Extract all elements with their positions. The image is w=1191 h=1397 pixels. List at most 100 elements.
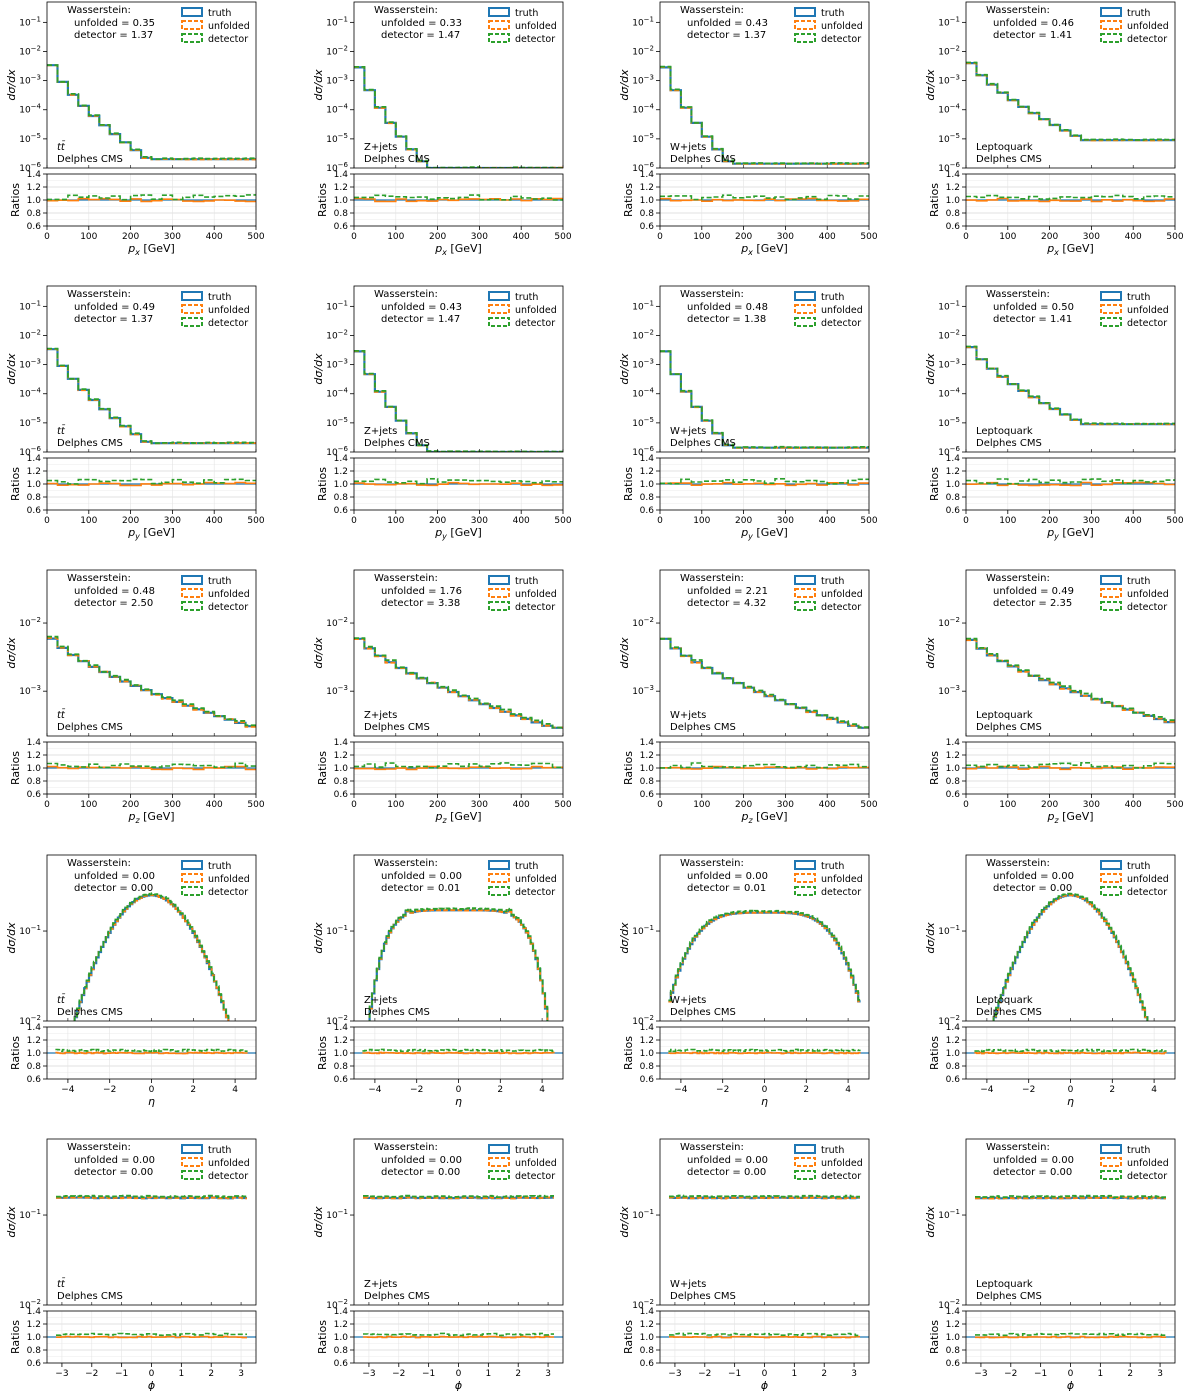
x-tick-label: 0 (456, 1085, 462, 1095)
y-ticks: 10−210−1 (326, 1208, 354, 1311)
legend-swatch-unfolded (794, 304, 816, 314)
x-axis-label: py [GeV] (127, 526, 175, 541)
x-tick-label: −3 (974, 1369, 987, 1379)
main-series (992, 892, 1149, 1021)
x-tick-label: −2 (716, 1085, 729, 1095)
x-tick-label: 0 (657, 800, 663, 810)
legend-label-detector: detector (208, 1171, 248, 1182)
ratio-tick-label: 1.4 (27, 454, 42, 464)
ratio-tick-label: 0.8 (27, 493, 42, 503)
legend-swatch-detector (181, 601, 203, 611)
legend-label-truth: truth (1127, 861, 1150, 872)
ratio-tick-label: 1.2 (640, 1036, 654, 1046)
x-tick-label: 1 (178, 1369, 184, 1379)
main-series (975, 1194, 1166, 1200)
process-name: W+jets (670, 710, 706, 721)
ratio-tick-label: 0.8 (27, 1346, 42, 1356)
x-tick-label: 300 (164, 800, 181, 810)
legend-label-truth: truth (208, 1145, 231, 1156)
legend-label-truth: truth (1127, 292, 1150, 303)
y-ticks: 10−210−1 (19, 924, 47, 1027)
ratio-tick-label: 1.2 (334, 1036, 348, 1046)
y-tick-label: 10−4 (632, 103, 654, 116)
ratio-tick-label: 1.2 (27, 1320, 41, 1330)
process-name: tt̄ (57, 993, 66, 1006)
ratio-y-ticks: 0.6 0.8 1.0 1.2 1.4 (640, 454, 660, 516)
legend-swatch-unfolded (488, 588, 510, 598)
x-tick-label: 500 (860, 232, 877, 242)
ratio-tick-label: 0.6 (946, 506, 961, 516)
main-series (73, 892, 230, 1021)
panel-pz-wjets: 10−3 10−2dσ/dx 0.6 0.8 1.0 1.2 1.4 Ratios 0 100 20… (618, 569, 878, 825)
main-axes (353, 285, 564, 453)
ratio-axis-label: Ratios (9, 1036, 22, 1070)
x-tick-label: 500 (1166, 232, 1183, 242)
ratio-tick-label: 0.8 (946, 777, 961, 787)
legend-swatch-truth (488, 1144, 510, 1154)
series-detector (354, 637, 563, 729)
detector-name: Delphes CMS (670, 154, 736, 165)
legend-label-unfolded: unfolded (1127, 1158, 1169, 1169)
legend-label-unfolded: unfolded (1127, 589, 1169, 600)
y-tick-label: 10−1 (938, 299, 960, 312)
x-tick-label: 100 (999, 800, 1016, 810)
y-tick-label: 10−3 (938, 74, 960, 87)
y-tick-label: 10−2 (938, 616, 960, 629)
ratio-tick-label: 1.2 (946, 1036, 960, 1046)
ratio-series (47, 762, 256, 771)
ratio-tick-label: 1.4 (27, 1023, 42, 1033)
ratio-series (660, 478, 869, 487)
legend-label-detector: detector (1127, 602, 1167, 613)
panel-pz-zjets: 10−3 10−2dσ/dx 0.6 0.8 1.0 1.2 1.4 Ratios 0 100 20… (312, 569, 572, 825)
detector-name: Delphes CMS (364, 1291, 430, 1302)
x-ticks: 0 100 200 300 400 500 (963, 165, 1184, 242)
y-ticks: 10−610−510−410−310−210−1 (938, 15, 966, 174)
y-ticks: 10−610−510−410−310−210−1 (632, 299, 660, 458)
y-axis-label: dσ/dx (312, 922, 325, 954)
legend-swatch-unfolded (1100, 873, 1122, 883)
legend: truth unfolded detector (1100, 1144, 1169, 1182)
ratio-tick-label: 1.2 (946, 183, 960, 193)
y-tick-label: 10−3 (632, 358, 654, 371)
x-tick-label: −4 (61, 1085, 75, 1095)
ratio-tick-label: 1.2 (334, 751, 348, 761)
legend-swatch-detector (488, 33, 510, 43)
ratio-detector (668, 1048, 861, 1053)
process-label: tt̄Delphes CMS (57, 993, 123, 1018)
wasserstein-detector: detector = 0.00 (381, 1167, 460, 1178)
x-axis-label: py [GeV] (1046, 526, 1094, 541)
legend-label-truth: truth (821, 1145, 844, 1156)
legend-swatch-detector (794, 886, 816, 896)
legend: truth unfolded detector (488, 860, 557, 898)
x-tick-label: 0 (657, 232, 663, 242)
main-axes (659, 1, 870, 169)
legend-swatch-unfolded (1100, 588, 1122, 598)
series-detector (660, 350, 869, 449)
y-tick-label: 10−2 (19, 44, 41, 57)
x-tick-label: 300 (471, 800, 488, 810)
y-tick-label: 10−5 (632, 132, 654, 145)
legend-label-truth: truth (515, 861, 538, 872)
legend-swatch-truth (794, 860, 816, 870)
legend-label-unfolded: unfolded (821, 1158, 863, 1169)
y-ticks: 10−610−510−410−310−210−1 (326, 299, 354, 458)
x-tick-label: 200 (122, 516, 139, 526)
y-tick-label: 10−5 (632, 416, 654, 429)
legend-label-truth: truth (208, 576, 231, 587)
x-tick-label: −1 (422, 1369, 435, 1379)
y-tick-label: 10−5 (19, 132, 41, 145)
series-detector (660, 637, 869, 729)
ratio-unfolded (354, 765, 563, 771)
y-tick-label: 10−1 (938, 15, 960, 28)
wasserstein-title: Wasserstein: (680, 289, 744, 300)
x-ticks: −3 −2 −1 0 1 2 3 (668, 1302, 857, 1379)
x-tick-label: 0 (351, 516, 357, 526)
ratio-series (966, 194, 1175, 203)
ratio-tick-label: 0.8 (946, 493, 961, 503)
ratio-detector (354, 194, 563, 201)
x-tick-label: 400 (1125, 232, 1142, 242)
x-tick-label: 0 (149, 1369, 155, 1379)
